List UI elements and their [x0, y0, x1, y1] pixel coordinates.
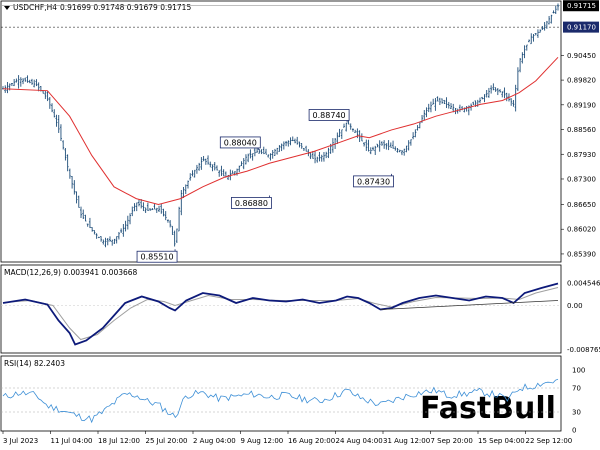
- annotation-label: 0.86880: [235, 199, 268, 208]
- x-tick-label: 18 Jul 12:00: [98, 437, 140, 445]
- rsi-y-tick-label: 30: [572, 409, 581, 417]
- macd-y-tick-label: 0.00: [567, 302, 583, 310]
- rsi-panel: [0, 355, 562, 432]
- annotation-label: 0.88740: [313, 111, 346, 120]
- y-tick-label: 0.90450: [567, 52, 596, 60]
- watermark: FastBull: [420, 391, 556, 426]
- annotation-label: 0.88040: [224, 138, 257, 147]
- macd-title: MACD(12,26,9) 0.003941 0.003668: [4, 268, 138, 277]
- annotation-box: [219, 136, 261, 149]
- y-tick-label: 0.87930: [567, 151, 596, 159]
- macd-y-tick-label: -0.008765: [567, 346, 600, 354]
- macd-line: [2, 282, 559, 346]
- x-tick-label: 9 Aug 12:00: [241, 437, 284, 445]
- rsi-title: RSI(14) 82.2403: [4, 359, 65, 368]
- annotation-box: [230, 197, 272, 209]
- x-tick-label: 31 Aug 12:00: [383, 437, 430, 445]
- rsi-y-tick-label: 70: [572, 385, 581, 393]
- x-tick-label: 24 Aug 04:00: [336, 437, 383, 445]
- x-tick-label: 3 Jul 2023: [3, 437, 38, 445]
- annotation-box: [308, 109, 350, 121]
- level-price-label: 0.91170: [567, 24, 596, 32]
- rsi-line: [2, 378, 559, 424]
- x-tick-label: 7 Sep 20:00: [431, 437, 473, 445]
- y-tick-label: 0.87300: [567, 175, 596, 183]
- x-tick-label: 25 Jul 20:00: [146, 437, 188, 445]
- current-price-label: 0.91715: [567, 2, 596, 10]
- macd-signal-line: [2, 287, 559, 341]
- macd-trendline: [380, 300, 559, 310]
- annotation-box: [353, 175, 394, 188]
- y-tick-label: 0.86650: [567, 201, 596, 209]
- x-tick-label: 22 Sep 12:00: [526, 437, 573, 445]
- current-price-tag: [563, 0, 599, 12]
- y-tick-label: 0.89190: [567, 101, 596, 109]
- y-tick-label: 0.86020: [567, 226, 596, 234]
- annotation-box: [136, 250, 178, 263]
- ohlc-values: 0.91699 0.91748 0.91679 0.91715: [60, 3, 191, 12]
- macd-y-tick-label: 0.004546: [567, 279, 600, 287]
- rsi-y-tick-label: 0: [572, 427, 576, 435]
- macd-panel: [0, 264, 562, 354]
- x-tick-label: 2 Aug 04:00: [193, 437, 236, 445]
- main-panel: [0, 0, 562, 263]
- symbol-label: USDCHF,H4: [13, 3, 57, 12]
- y-tick-label: 0.89820: [567, 77, 596, 85]
- y-tick-label: 0.88560: [567, 126, 596, 134]
- annotation-label: 0.87430: [357, 177, 390, 186]
- x-tick-label: 16 Aug 20:00: [288, 437, 335, 445]
- x-tick-label: 15 Sep 04:00: [478, 437, 525, 445]
- y-tick-label: 0.85390: [567, 250, 596, 258]
- level-price-tag: [563, 21, 599, 33]
- dropdown-arrow-icon[interactable]: [4, 6, 10, 10]
- rsi-y-tick-label: 100: [572, 367, 585, 375]
- moving-average-line: [2, 56, 559, 206]
- annotation-label: 0.85510: [141, 253, 174, 262]
- x-tick-label: 11 Jul 04:00: [51, 437, 93, 445]
